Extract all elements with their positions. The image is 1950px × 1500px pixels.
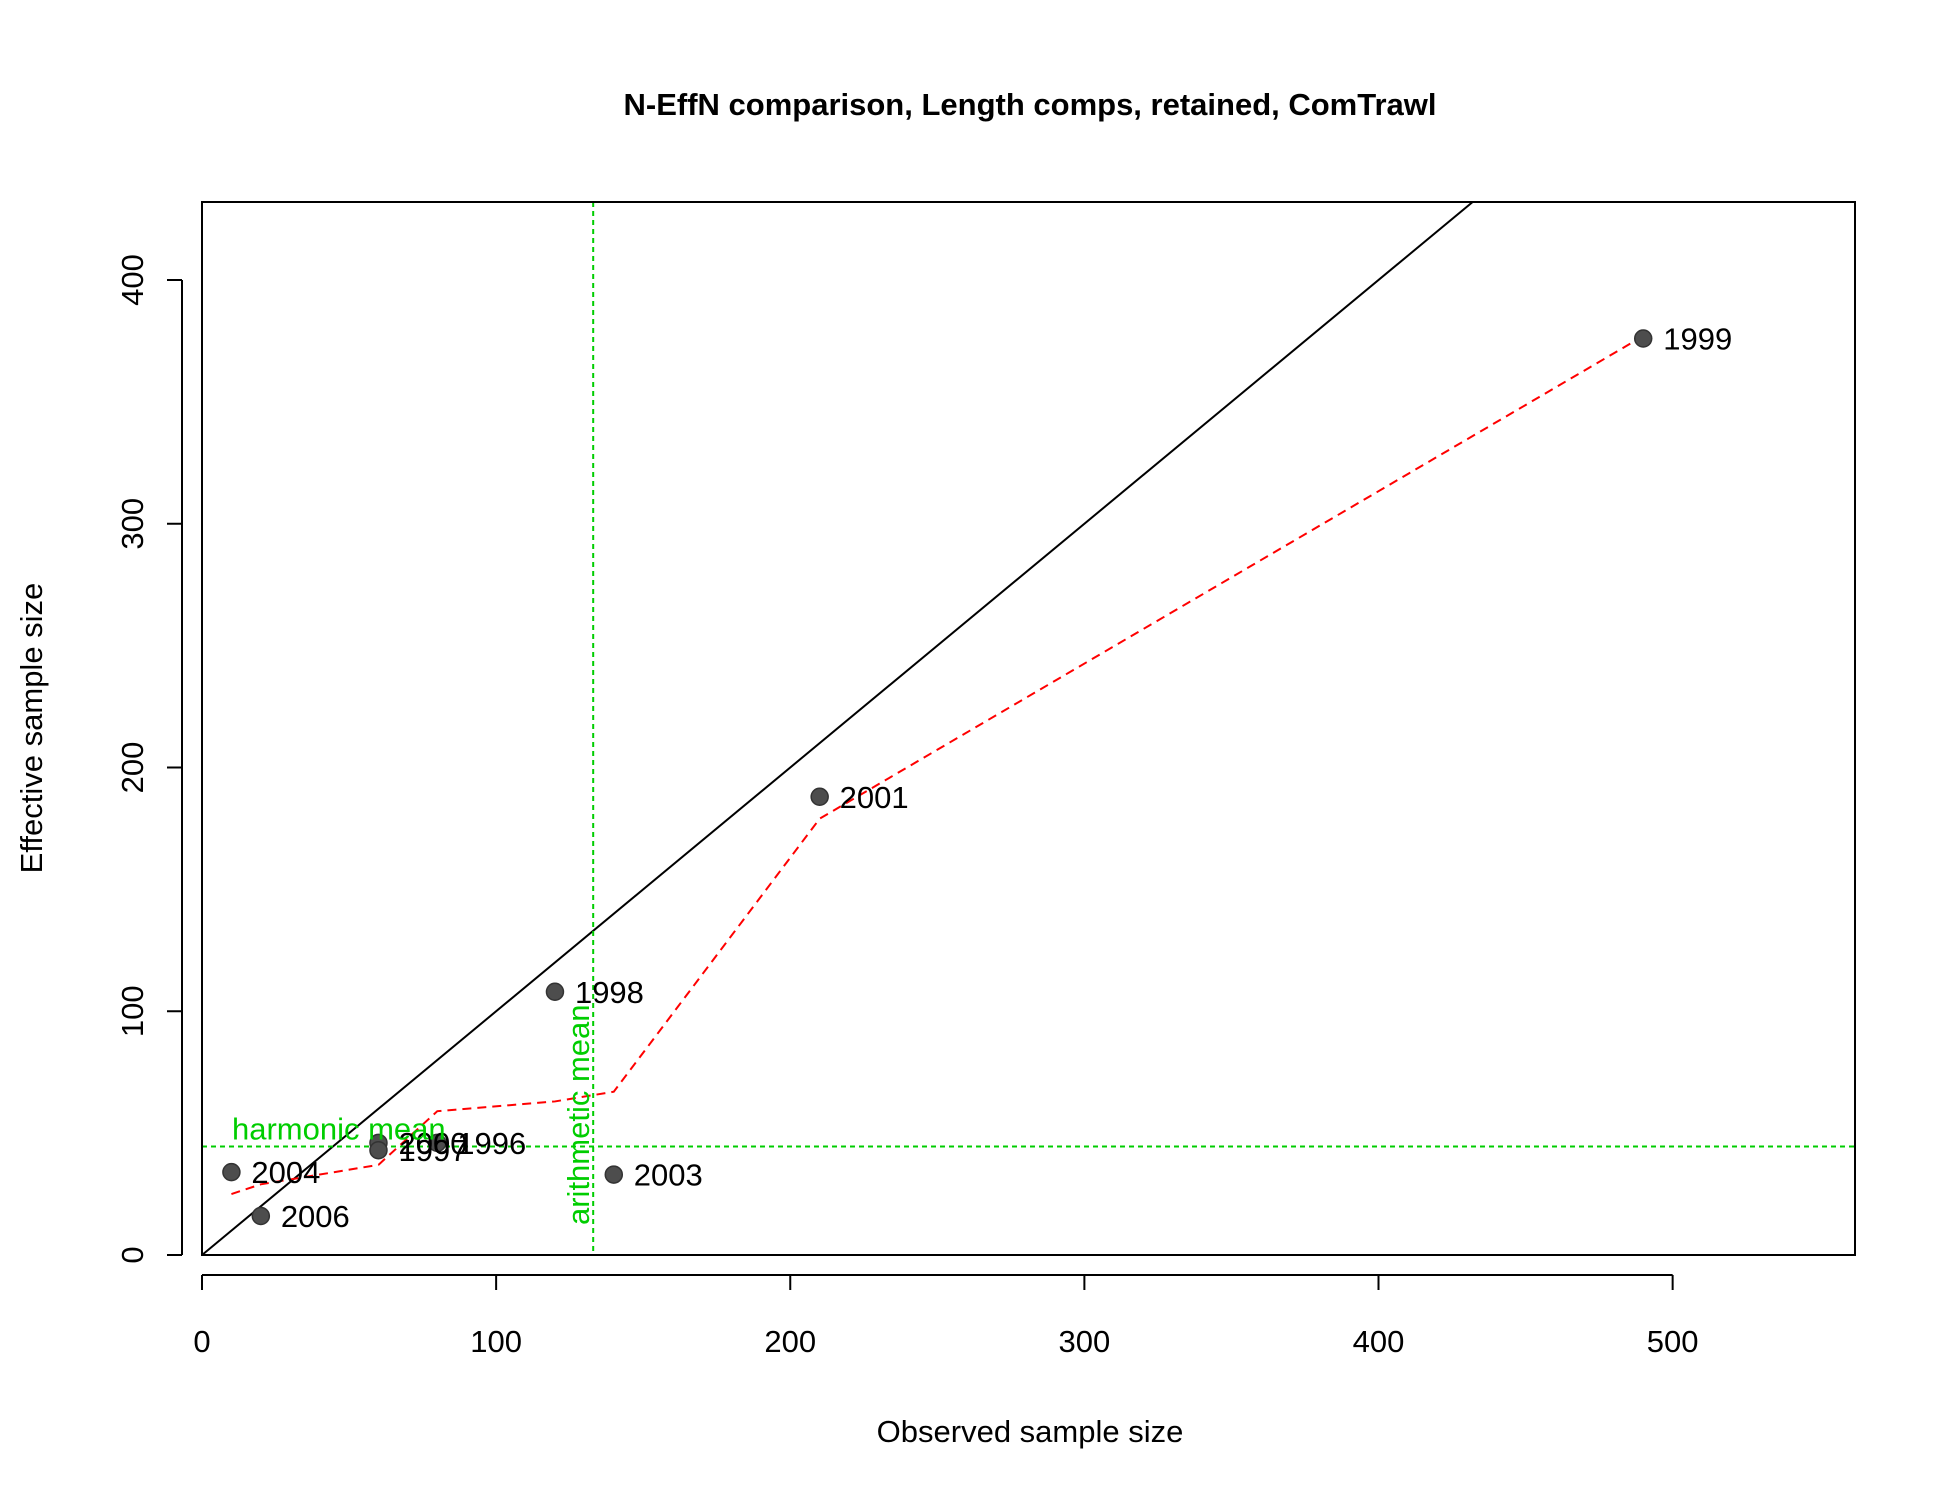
- point-label: 2004: [251, 1155, 320, 1190]
- y-tick-label: 100: [115, 985, 150, 1037]
- x-tick-label: 300: [1059, 1324, 1111, 1359]
- data-point: [251, 1206, 271, 1226]
- plot-inner: [202, 202, 1855, 1255]
- y-axis: 0 100 200 300 400: [115, 254, 183, 1264]
- point-label: 2006: [281, 1199, 350, 1234]
- y-axis-label: Effective sample size: [14, 583, 49, 874]
- one-to-one-line: [202, 202, 1474, 1255]
- data-point: [604, 1165, 624, 1184]
- arithmetic-mean-label: arithmetic mean: [561, 1004, 596, 1225]
- smoother-line: [231, 335, 1644, 1196]
- y-tick-label: 300: [115, 498, 150, 550]
- y-tick-label: 400: [115, 254, 150, 306]
- x-tick-label: 500: [1647, 1324, 1699, 1359]
- point-label: 2000: [398, 1126, 467, 1161]
- x-tick-label: 100: [470, 1324, 522, 1359]
- plot-frame: [201, 201, 1856, 1256]
- point-label: 1997: [398, 1133, 467, 1168]
- point-label: 1996: [457, 1126, 526, 1161]
- point-label: 2003: [634, 1158, 703, 1193]
- data-point: [428, 1133, 447, 1153]
- x-axis: 0 100 200 300 400 500: [193, 1274, 1699, 1359]
- data-point: [545, 982, 565, 1001]
- data-point: [369, 1140, 388, 1160]
- x-tick-label: 200: [764, 1324, 816, 1359]
- x-tick-label: 0: [193, 1324, 210, 1359]
- data-point: [222, 1162, 241, 1182]
- x-tick-label: 400: [1353, 1324, 1405, 1359]
- point-label: 1998: [575, 975, 644, 1010]
- x-axis-label: Observed sample size: [877, 1414, 1184, 1449]
- point-label: 1999: [1663, 322, 1732, 357]
- point-label: 2001: [840, 780, 909, 815]
- data-point: [1633, 329, 1653, 348]
- y-tick-label: 0: [115, 1246, 150, 1263]
- harmonic-mean-label: harmonic mean: [232, 1112, 446, 1147]
- chart-title: N-EffN comparison, Length comps, retaine…: [624, 87, 1437, 122]
- y-tick-label: 200: [115, 742, 150, 794]
- data-point: [810, 787, 829, 806]
